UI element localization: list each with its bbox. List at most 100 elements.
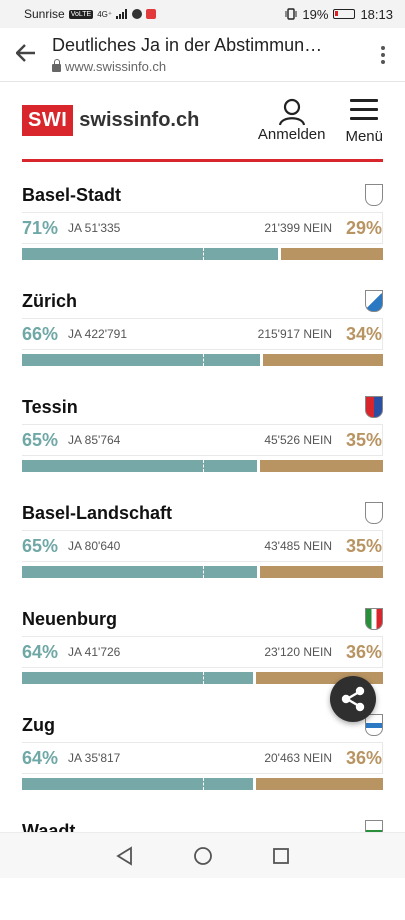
majority-marker bbox=[202, 460, 204, 472]
majority-marker bbox=[202, 566, 204, 578]
share-icon bbox=[341, 686, 365, 712]
app-notification-icon bbox=[146, 9, 157, 19]
signal-icon bbox=[116, 9, 128, 19]
vote-share-bar bbox=[22, 460, 383, 472]
no-count: 45'526 NEIN bbox=[264, 433, 332, 447]
browser-toolbar: Deutliches Ja in der Abstimmun… www.swis… bbox=[0, 28, 405, 82]
yes-bar bbox=[22, 566, 257, 578]
neuchatel-coat-icon bbox=[365, 608, 383, 630]
page-title: Deutliches Ja in der Abstimmun… bbox=[52, 35, 323, 55]
yes-count: JA 80'640 bbox=[68, 539, 121, 553]
vibrate-icon bbox=[285, 8, 297, 20]
more-options-button[interactable] bbox=[361, 45, 405, 64]
basel-land-coat-icon bbox=[365, 502, 383, 524]
yes-percent: 64% bbox=[22, 747, 59, 768]
majority-marker bbox=[202, 354, 204, 366]
canton-name: Basel-Landschaft bbox=[22, 502, 173, 523]
system-nav-bar bbox=[0, 832, 405, 878]
canton-results-list: Basel-Stadt 71% JA 51'335 21'399 NEIN 29… bbox=[22, 178, 383, 920]
site-logo-text[interactable]: swissinfo.ch bbox=[79, 109, 200, 131]
no-percent: 36% bbox=[345, 641, 382, 662]
no-count: 23'120 NEIN bbox=[264, 645, 332, 659]
carrier-label: Sunrise bbox=[24, 7, 65, 21]
canton-name: Tessin bbox=[22, 396, 78, 417]
nav-home-icon[interactable] bbox=[193, 846, 213, 866]
address-bar[interactable]: Deutliches Ja in der Abstimmun… www.swis… bbox=[52, 35, 361, 74]
canton-name: Basel-Stadt bbox=[22, 184, 122, 205]
hamburger-icon bbox=[350, 98, 379, 120]
canton-result: Zürich 66% JA 422'791 215'917 NEIN 34% bbox=[22, 284, 383, 390]
canton-name: Zug bbox=[22, 714, 55, 735]
canton-result: Neuenburg 64% JA 41'726 23'120 NEIN 36% bbox=[22, 602, 383, 708]
no-percent: 35% bbox=[345, 429, 382, 450]
vote-numbers: 65% JA 85'764 45'526 NEIN 35% bbox=[22, 424, 383, 456]
yes-bar bbox=[22, 672, 254, 684]
yes-percent: 65% bbox=[22, 535, 59, 556]
user-icon bbox=[278, 98, 305, 126]
canton-result: Zug 64% JA 35'817 20'463 NEIN 36% bbox=[22, 708, 383, 814]
basel-stadt-coat-icon bbox=[365, 184, 383, 206]
volte-icon: VoLTE bbox=[68, 9, 94, 19]
back-button[interactable] bbox=[0, 41, 52, 69]
yes-count: JA 422'791 bbox=[68, 327, 128, 341]
swi-logo[interactable]: SWI bbox=[22, 105, 74, 136]
no-bar bbox=[281, 248, 383, 260]
no-percent: 36% bbox=[345, 747, 382, 768]
yes-percent: 64% bbox=[22, 641, 59, 662]
yes-percent: 66% bbox=[22, 323, 59, 344]
no-bar bbox=[256, 778, 383, 790]
vote-numbers: 64% JA 35'817 20'463 NEIN 36% bbox=[22, 742, 383, 774]
yes-bar bbox=[22, 460, 257, 472]
menu-button[interactable]: Menü bbox=[345, 97, 383, 145]
majority-marker bbox=[202, 248, 204, 260]
vote-share-bar bbox=[22, 354, 383, 366]
no-bar bbox=[263, 354, 383, 366]
share-button[interactable] bbox=[330, 676, 376, 722]
vote-share-bar bbox=[22, 672, 383, 684]
yes-percent: 71% bbox=[22, 217, 59, 238]
facebook-icon bbox=[132, 9, 143, 19]
arrow-left-icon bbox=[15, 43, 35, 62]
battery-percent: 19% bbox=[302, 6, 329, 22]
no-count: 215'917 NEIN bbox=[257, 327, 332, 341]
no-count: 20'463 NEIN bbox=[264, 751, 332, 765]
vote-share-bar bbox=[22, 566, 383, 578]
lock-icon bbox=[52, 59, 61, 72]
vote-numbers: 65% JA 80'640 43'485 NEIN 35% bbox=[22, 530, 383, 562]
no-percent: 29% bbox=[345, 217, 382, 238]
vote-numbers: 66% JA 422'791 215'917 NEIN 34% bbox=[22, 318, 383, 350]
nav-back-icon[interactable] bbox=[115, 845, 135, 866]
login-button[interactable]: Anmelden bbox=[257, 98, 326, 143]
network-type: 4G⁺ bbox=[97, 9, 113, 19]
yes-count: JA 51'335 bbox=[68, 221, 121, 235]
status-bar: Sunrise VoLTE 4G⁺ 19% 18:13 bbox=[0, 0, 405, 28]
menu-label: Menü bbox=[345, 127, 383, 145]
no-percent: 34% bbox=[345, 323, 382, 344]
yes-bar bbox=[22, 778, 254, 790]
vote-numbers: 71% JA 51'335 21'399 NEIN 29% bbox=[22, 212, 383, 244]
canton-result: Basel-Stadt 71% JA 51'335 21'399 NEIN 29… bbox=[22, 178, 383, 284]
canton-result: Tessin 65% JA 85'764 45'526 NEIN 35% bbox=[22, 390, 383, 496]
yes-bar bbox=[22, 248, 279, 260]
yes-count: JA 41'726 bbox=[68, 645, 121, 659]
nav-recents-icon[interactable] bbox=[271, 846, 291, 866]
canton-result: Basel-Landschaft 65% JA 80'640 43'485 NE… bbox=[22, 496, 383, 602]
canton-name: Neuenburg bbox=[22, 608, 118, 629]
majority-marker bbox=[202, 778, 204, 790]
no-bar bbox=[259, 566, 383, 578]
site-header: SWI swissinfo.ch Anmelden Menü bbox=[22, 82, 383, 162]
battery-icon bbox=[333, 9, 356, 19]
page-url: www.swissinfo.ch bbox=[65, 59, 167, 74]
vote-numbers: 64% JA 41'726 23'120 NEIN 36% bbox=[22, 636, 383, 668]
vote-share-bar bbox=[22, 248, 383, 260]
yes-bar bbox=[22, 354, 261, 366]
yes-count: JA 35'817 bbox=[68, 751, 121, 765]
zug-coat-icon bbox=[365, 714, 383, 736]
login-label: Anmelden bbox=[257, 126, 326, 143]
no-percent: 35% bbox=[345, 535, 382, 556]
no-count: 43'485 NEIN bbox=[264, 539, 332, 553]
majority-marker bbox=[202, 672, 204, 684]
ticino-coat-icon bbox=[365, 396, 383, 418]
yes-count: JA 85'764 bbox=[68, 433, 121, 447]
no-count: 21'399 NEIN bbox=[264, 221, 332, 235]
